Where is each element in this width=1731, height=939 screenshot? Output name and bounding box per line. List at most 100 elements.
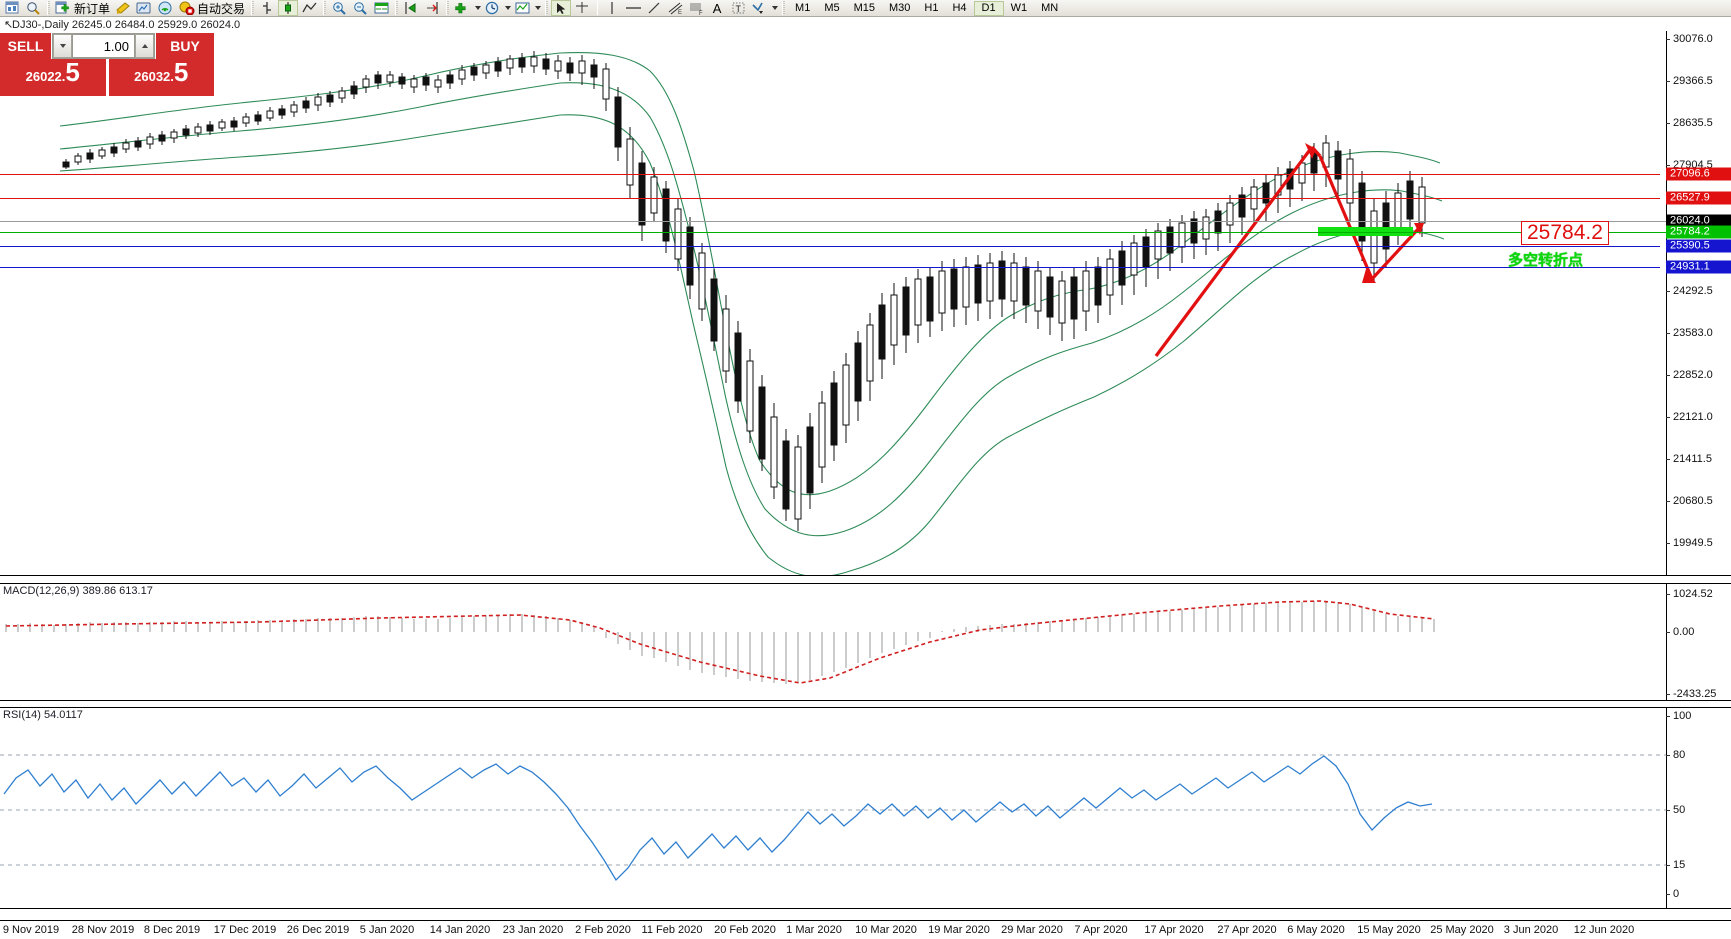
level-line-25390[interactable] — [0, 246, 1666, 247]
time-tick: 17 Dec 2019 — [213, 924, 277, 936]
level-line-26024 — [0, 221, 1666, 222]
price-tick: 19949.5 — [1666, 537, 1731, 549]
timeframe-d1[interactable]: D1 — [973, 0, 1004, 16]
volume-control[interactable]: 1.00 — [52, 33, 155, 59]
price-level-label[interactable]: 26527.9 — [1660, 191, 1731, 205]
templates-dropdown-caret[interactable] — [533, 0, 542, 16]
new-order-icon[interactable] — [53, 0, 73, 16]
text-icon[interactable]: A — [712, 0, 722, 16]
metaeditor-icon[interactable] — [113, 0, 133, 16]
chevron-up-icon — [141, 44, 148, 48]
expert-advisors-icon[interactable] — [134, 0, 154, 16]
timeframe-m5[interactable]: M5 — [824, 1, 840, 14]
timeframe-w1[interactable]: W1 — [1010, 1, 1028, 14]
price-level-label[interactable]: 25784.2 — [1666, 225, 1731, 239]
new-order-label[interactable]: 新订单 — [74, 1, 111, 16]
annotation-chinese-note[interactable]: 多空转折点 — [1508, 251, 1584, 269]
level-line-26527[interactable] — [0, 198, 1666, 199]
macd-axis[interactable]: 1024.52 0.00 -2433.25 — [1666, 584, 1731, 700]
indicators-icon[interactable] — [452, 0, 472, 16]
cursor-icon[interactable] — [551, 0, 572, 16]
crosshair-icon[interactable] — [572, 0, 592, 16]
macd-plot[interactable] — [0, 584, 1666, 700]
text-label-icon[interactable]: T — [728, 0, 748, 16]
templates-icon[interactable] — [512, 0, 532, 16]
time-tick: 29 Mar 2020 — [1001, 924, 1063, 936]
data-window-icon[interactable] — [371, 0, 391, 16]
rsi-axis[interactable]: 100 80 50 15 0 — [1666, 708, 1731, 908]
periods-dropdown-caret[interactable] — [503, 0, 512, 16]
price-tick: 23583.0 — [1666, 327, 1731, 339]
macd-chart-svg — [5, 600, 1435, 684]
autotrading-label[interactable]: 自动交易 — [197, 1, 246, 16]
price-chart-svg — [59, 51, 1445, 575]
indicators-dropdown-caret[interactable] — [473, 0, 482, 16]
fibonacci-retracement-icon[interactable]: F — [686, 0, 706, 16]
time-tick: 5 Jan 2020 — [359, 924, 415, 936]
toolbar-grip-6 — [545, 1, 549, 15]
level-line-24931[interactable] — [0, 267, 1666, 268]
price-level-label[interactable]: 25390.5 — [1660, 239, 1731, 253]
zoom-out-icon[interactable] — [350, 0, 370, 16]
trendline-icon[interactable] — [644, 0, 664, 16]
price-tick: 21411.5 — [1666, 453, 1731, 465]
timeframe-h4[interactable]: H4 — [952, 1, 967, 14]
volume-increment-button[interactable] — [135, 34, 154, 58]
timeframe-m15[interactable]: M15 — [853, 1, 875, 14]
time-tick: 28 Nov 2019 — [71, 924, 135, 936]
periods-icon[interactable] — [482, 0, 502, 16]
one-click-trading-panel[interactable]: SELL 1.00 BUY 26022 . 5 26032 . 5 — [0, 33, 214, 98]
macd-tick: -2433.25 — [1666, 688, 1731, 700]
zoom-in-icon[interactable] — [329, 0, 349, 16]
timeframe-h1[interactable]: H1 — [924, 1, 939, 14]
chart-area[interactable]: 30076.0 29366.5 28635.5 27904.5 24292.5 … — [0, 31, 1731, 939]
price-plot[interactable] — [0, 31, 1666, 575]
autotrading-icon[interactable] — [176, 0, 196, 16]
line-chart-icon[interactable] — [299, 0, 319, 16]
rsi-label: RSI(14) 54.0117 — [3, 709, 83, 721]
auto-scroll-icon[interactable] — [401, 0, 421, 16]
oct-price-row: 26022 . 5 26032 . 5 — [0, 59, 214, 96]
price-level-label[interactable]: 27096.6 — [1660, 167, 1731, 181]
price-level-label[interactable]: 24931.1 — [1660, 260, 1731, 274]
level-line-27096[interactable] — [0, 174, 1666, 175]
chart-shift-icon[interactable] — [422, 0, 442, 16]
bar-chart-icon[interactable] — [257, 0, 277, 16]
sell-price-box[interactable]: 26022 . 5 — [0, 59, 109, 96]
time-tick: 6 May 2020 — [1287, 924, 1345, 936]
equidistant-channel-icon[interactable]: E — [665, 0, 685, 16]
timeframe-mn[interactable]: MN — [1041, 1, 1059, 14]
time-axis[interactable]: 9 Nov 2019 28 Nov 2019 8 Dec 2019 17 Dec… — [0, 920, 1731, 939]
time-tick: 10 Mar 2020 — [855, 924, 917, 936]
toolbar-grip-5 — [446, 1, 450, 15]
price-axis[interactable]: 30076.0 29366.5 28635.5 27904.5 24292.5 … — [1660, 31, 1731, 575]
profiles-icon[interactable] — [23, 0, 43, 16]
time-tick: 8 Dec 2019 — [143, 924, 201, 936]
timeframe-m1[interactable]: M1 — [795, 1, 811, 14]
candlestick-chart-icon[interactable] — [278, 0, 299, 16]
vertical-line-icon[interactable] — [602, 0, 622, 16]
timeframe-m30[interactable]: M30 — [889, 1, 911, 14]
horizontal-line-icon[interactable] — [623, 0, 643, 16]
price-pane[interactable]: 30076.0 29366.5 28635.5 27904.5 24292.5 … — [0, 31, 1731, 576]
time-tick: 26 Dec 2019 — [286, 924, 350, 936]
signals-icon[interactable] — [155, 0, 175, 16]
svg-text:E: E — [678, 10, 682, 15]
time-tick: 3 Jun 2020 — [1503, 924, 1559, 936]
rsi-plot[interactable] — [0, 708, 1666, 908]
sell-button[interactable]: SELL — [0, 33, 52, 59]
volume-input[interactable]: 1.00 — [72, 34, 135, 58]
arrows-icon[interactable] — [749, 0, 769, 16]
buy-price-box[interactable]: 26032 . 5 — [108, 57, 214, 96]
arrows-dropdown-caret[interactable] — [770, 0, 779, 16]
buy-price-fraction: 5 — [173, 57, 189, 87]
new-chart-icon[interactable] — [2, 0, 22, 16]
level-line-25784[interactable] — [0, 232, 1666, 233]
macd-pane[interactable]: MACD(12,26,9) 389.86 613.17 — [0, 583, 1731, 701]
buy-button[interactable]: BUY — [155, 33, 214, 59]
price-tick: 24292.5 — [1666, 285, 1731, 297]
volume-decrement-button[interactable] — [53, 34, 72, 58]
annotation-price-box[interactable]: 25784.2 — [1521, 221, 1609, 245]
chart-symbol-line: ↖DJ30-,Daily 26245.0 26484.0 25929.0 260… — [0, 18, 1731, 31]
rsi-pane[interactable]: RSI(14) 54.0117 100 80 50 15 0 — [0, 707, 1731, 909]
